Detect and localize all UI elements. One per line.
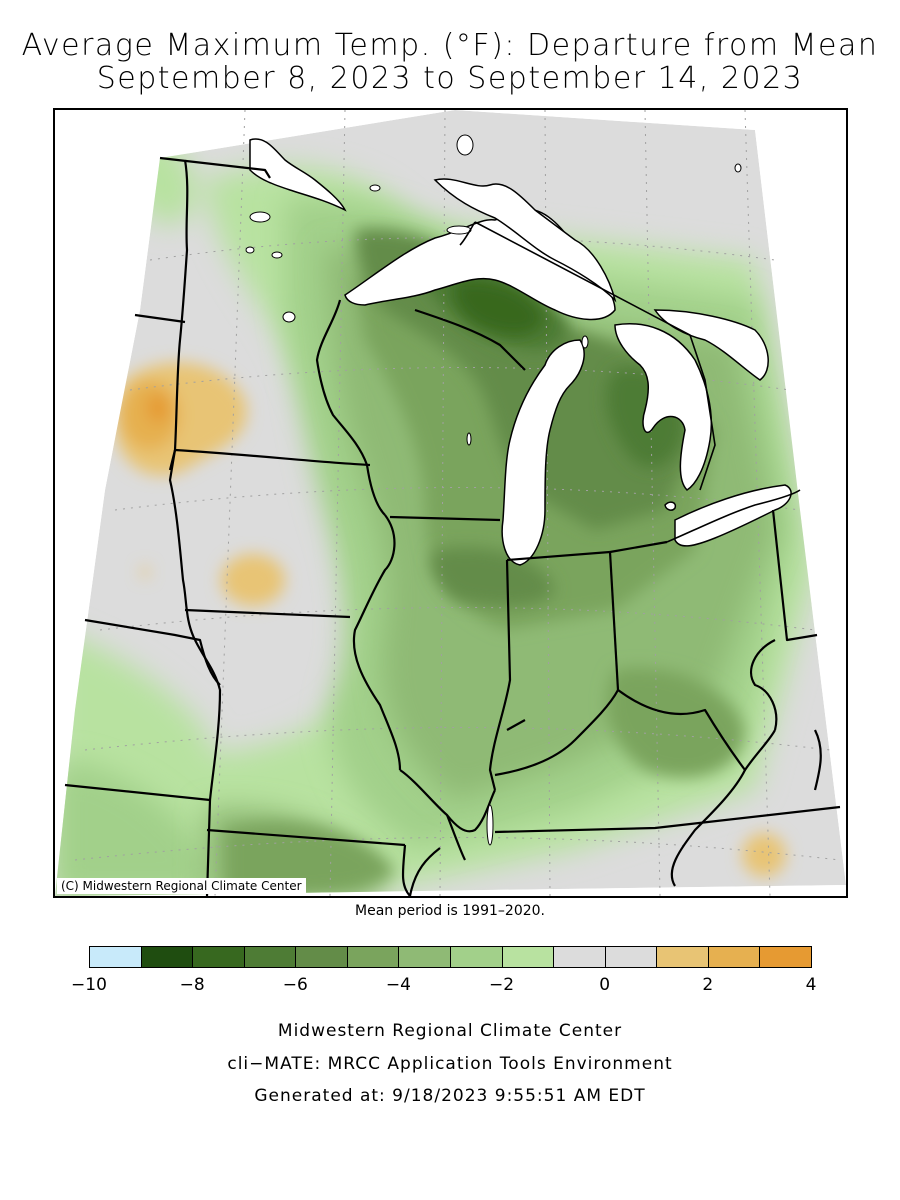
legend-swatch (604, 946, 658, 968)
coastline-detail (459, 221, 801, 543)
legend-tick-label: −8 (179, 975, 205, 995)
state-borders (64, 156, 841, 896)
legend-swatch (656, 946, 709, 968)
legend-swatch (295, 946, 348, 968)
legend-swatch (243, 946, 297, 968)
mean-period-note: Mean period is 1991–2020. (355, 903, 545, 919)
legend-swatch (759, 946, 812, 968)
color-legend (89, 946, 812, 970)
legend-swatch (140, 946, 194, 968)
legend-swatch (707, 946, 761, 968)
footer-application: cli−MATE: MRCC Application Tools Environ… (227, 1054, 673, 1074)
legend-tick-label: −4 (385, 975, 411, 995)
legend-swatch (346, 946, 400, 968)
legend-swatch (450, 946, 503, 968)
footer-generated-time: Generated at: 9/18/2023 9:55:51 AM EDT (254, 1086, 646, 1106)
lake-st-clair (664, 501, 677, 511)
legend-swatch (398, 946, 451, 968)
lake-erie (674, 484, 792, 547)
legend-tick-label: 2 (702, 975, 714, 995)
map-credit: (C) Midwestern Regional Climate Center (57, 878, 306, 894)
legend-tick-label: −2 (489, 975, 515, 995)
legend-swatch (192, 946, 245, 968)
legend-swatch (553, 946, 606, 968)
temperature-anomaly-map (55, 110, 846, 896)
islands (245, 134, 742, 323)
legend-tick-label: −10 (71, 975, 107, 995)
legend-tick-label: 0 (599, 975, 611, 995)
legend-tick-label: −6 (282, 975, 308, 995)
map-date-range: September 8, 2023 to September 14, 2023 (96, 61, 804, 96)
map-title: Average Maximum Temp. (°F): Departure fr… (21, 28, 879, 63)
lake-michigan (501, 339, 585, 566)
legend-swatch (89, 946, 142, 968)
legend-tick-label: 4 (805, 975, 817, 995)
lake-islands (466, 335, 589, 846)
footer-organization: Midwestern Regional Climate Center (277, 1021, 623, 1041)
northern-coastline (249, 138, 769, 381)
lake-huron (614, 323, 713, 491)
map-panel: (C) Midwestern Regional Climate Center (53, 108, 848, 898)
legend-swatch (501, 946, 555, 968)
